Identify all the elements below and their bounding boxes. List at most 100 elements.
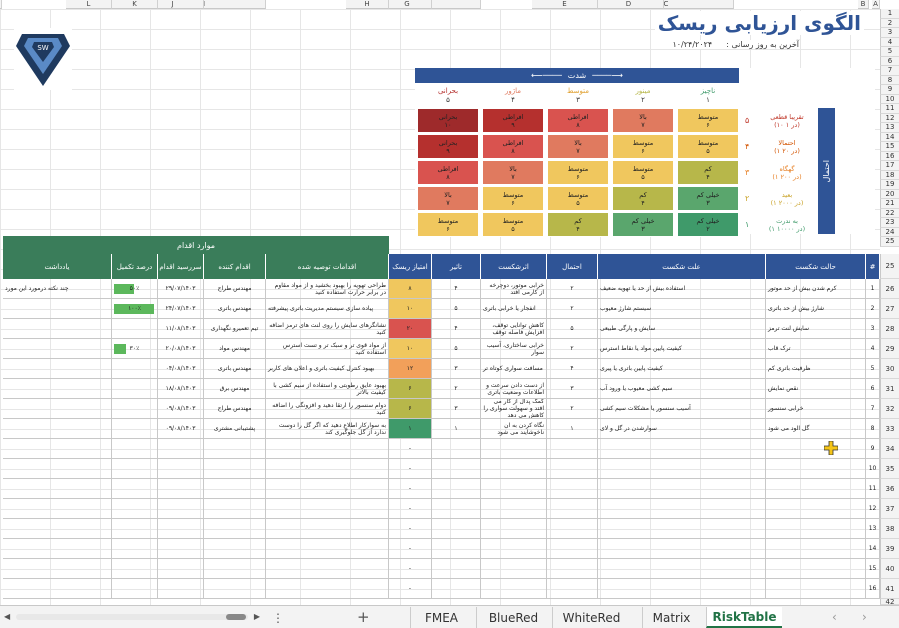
table-cell-i[interactable]: ۵ — [432, 339, 481, 359]
table-cell-due[interactable]: ۱۱/۰۸/۱۴۰۳ — [158, 319, 204, 339]
row-header[interactable]: 39 — [880, 539, 899, 559]
table-cell-effect[interactable]: نگاه کردن به ان ناخوشایند می شود — [481, 419, 547, 439]
table-cell-p[interactable]: ۲ — [547, 279, 598, 299]
table-cell-due[interactable]: ۰۴/۰۸/۱۴۰۳ — [158, 359, 204, 379]
table-cell-cause[interactable]: آسیب سنسور یا مشکلات سیم کشی — [598, 399, 766, 419]
table-cell-pct[interactable] — [112, 499, 158, 519]
row-header[interactable]: 23 — [880, 218, 899, 228]
table-cell-pct[interactable]: ۱۰۰٪ — [112, 299, 158, 319]
row-header[interactable]: 26 — [880, 279, 899, 299]
table-cell-p[interactable] — [547, 459, 598, 479]
row-header[interactable]: 5 — [880, 47, 899, 57]
table-cell-mode[interactable] — [766, 499, 866, 519]
table-cell-score[interactable]: ۱ — [389, 419, 432, 439]
table-header[interactable]: تاثیر — [432, 254, 481, 279]
row-header[interactable]: 3 — [880, 28, 899, 38]
table-cell-who[interactable]: مهندس باتری — [204, 299, 266, 319]
table-cell-mode[interactable] — [766, 579, 866, 599]
tab-scroll-left-icon[interactable]: ‹ — [832, 610, 837, 624]
table-cell-i[interactable]: ۱ — [432, 419, 481, 439]
row-header[interactable]: 14 — [880, 132, 899, 142]
table-cell-score[interactable]: - — [389, 479, 432, 499]
column-header[interactable]: A — [872, 0, 880, 9]
row-header[interactable]: 36 — [880, 479, 899, 499]
table-cell-cause[interactable]: کیفیت پایین مواد یا نقاط استرس — [598, 339, 766, 359]
table-cell-who[interactable] — [204, 579, 266, 599]
table-cell-i[interactable]: ۳ — [432, 359, 481, 379]
table-cell-p[interactable]: ۴ — [547, 359, 598, 379]
table-cell-due[interactable] — [158, 539, 204, 559]
table-cell-pct[interactable]: ۵۰٪ — [112, 279, 158, 299]
table-cell-i[interactable] — [432, 559, 481, 579]
table-header[interactable]: امتیاز ریسک — [389, 254, 432, 279]
table-cell-n[interactable]: 11 — [866, 479, 880, 499]
table-cell-act[interactable] — [266, 479, 389, 499]
table-cell-p[interactable] — [547, 579, 598, 599]
table-cell-note[interactable] — [3, 299, 112, 319]
row-header[interactable]: 10 — [880, 94, 899, 104]
table-cell-score[interactable]: - — [389, 579, 432, 599]
table-cell-note[interactable]: چند نکته درمورد این مورد — [3, 279, 112, 299]
table-cell-mode[interactable]: سایش لنت ترمز — [766, 319, 866, 339]
table-cell-due[interactable]: ۰۹/۰۸/۱۴۰۳ — [158, 419, 204, 439]
table-cell-cause[interactable] — [598, 499, 766, 519]
table-cell-pct[interactable] — [112, 319, 158, 339]
tab-matrix[interactable]: Matrix — [642, 607, 700, 628]
table-cell-n[interactable]: 5 — [866, 359, 880, 379]
table-cell-effect[interactable]: مسافت سواری کوتاه تر — [481, 359, 547, 379]
table-cell-score[interactable]: ۶ — [389, 399, 432, 419]
row-header[interactable]: 18 — [880, 170, 899, 180]
table-cell-score[interactable]: ۱۲ — [389, 359, 432, 379]
row-header[interactable]: 6 — [880, 56, 899, 66]
table-cell-p[interactable]: ۲ — [547, 399, 598, 419]
table-cell-effect[interactable]: از دست دادن سرعت و اطلاعات وضعیت باتری — [481, 379, 547, 399]
table-cell-mode[interactable] — [766, 459, 866, 479]
table-cell-act[interactable] — [266, 539, 389, 559]
table-cell-pct[interactable] — [112, 439, 158, 459]
column-header[interactable]: D — [594, 0, 664, 9]
row-header[interactable]: 42 — [880, 599, 899, 606]
row-header[interactable]: 13 — [880, 123, 899, 133]
row-header[interactable]: 20 — [880, 189, 899, 199]
table-cell-pct[interactable] — [112, 479, 158, 499]
table-cell-act[interactable] — [266, 519, 389, 539]
add-sheet-button[interactable]: + — [357, 608, 370, 626]
table-cell-p[interactable] — [547, 519, 598, 539]
table-cell-due[interactable] — [158, 559, 204, 579]
table-cell-cause[interactable]: سایش و پارگی طبیعی — [598, 319, 766, 339]
table-cell-who[interactable]: مهندس مواد — [204, 339, 266, 359]
row-header[interactable]: 22 — [880, 208, 899, 218]
table-cell-i[interactable]: ۵ — [432, 299, 481, 319]
table-cell-mode[interactable] — [766, 479, 866, 499]
row-header[interactable]: 31 — [880, 379, 899, 399]
table-header[interactable]: اقدامات توصیه شده — [266, 254, 389, 279]
column-header[interactable]: E — [532, 0, 598, 9]
table-cell-score[interactable]: ۶ — [389, 379, 432, 399]
table-cell-effect[interactable]: کمک پدال از کار می افتد و سهولت سواری را… — [481, 399, 547, 419]
row-header[interactable]: 11 — [880, 104, 899, 114]
table-cell-score[interactable]: - — [389, 439, 432, 459]
table-cell-i[interactable] — [432, 579, 481, 599]
table-cell-n[interactable]: 12 — [866, 499, 880, 519]
row-header[interactable]: 24 — [880, 227, 899, 237]
tab-bluered[interactable]: BlueRed — [476, 607, 550, 628]
sheet-options-icon[interactable]: ⋮ — [272, 611, 284, 625]
table-cell-act[interactable]: بهبود کنترل کیفیت باتری و اعلان های کارب… — [266, 359, 389, 379]
row-header[interactable]: 32 — [880, 399, 899, 419]
table-cell-pct[interactable] — [112, 459, 158, 479]
table-cell-note[interactable] — [3, 539, 112, 559]
table-cell-who[interactable] — [204, 539, 266, 559]
table-cell-mode[interactable]: ظرفیت باتری کم — [766, 359, 866, 379]
table-header[interactable]: # — [866, 254, 880, 279]
table-cell-mode[interactable] — [766, 559, 866, 579]
table-cell-p[interactable] — [547, 499, 598, 519]
table-cell-act[interactable]: نشانگرهای سایش را روی لنت های ترمز اضافه… — [266, 319, 389, 339]
table-cell-score[interactable]: ۱۰ — [389, 299, 432, 319]
table-cell-cause[interactable]: کیفیت پایین باتری یا پیری — [598, 359, 766, 379]
table-cell-note[interactable] — [3, 339, 112, 359]
table-cell-cause[interactable] — [598, 459, 766, 479]
table-cell-pct[interactable] — [112, 579, 158, 599]
row-header[interactable]: 25 — [880, 254, 899, 279]
table-cell-i[interactable]: ۴ — [432, 279, 481, 299]
table-cell-n[interactable]: 6 — [866, 379, 880, 399]
